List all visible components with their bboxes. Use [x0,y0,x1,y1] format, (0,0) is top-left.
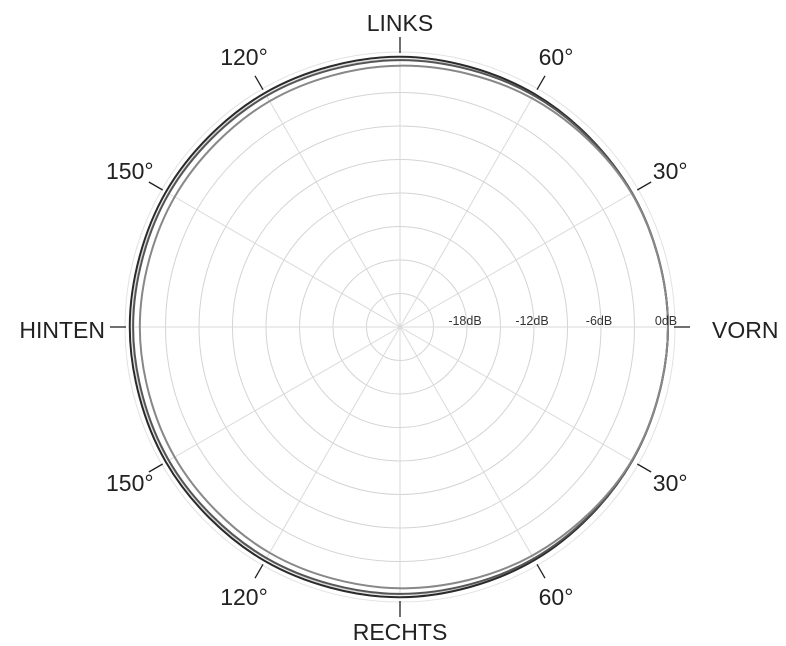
angle-label: 30° [653,158,688,184]
grid-spoke [399,326,535,560]
angle-tick [536,75,546,91]
angle-label: 150° [106,158,154,184]
series-line [132,59,670,595]
angle-tick [148,463,164,473]
grid-spoke [399,192,633,328]
angle-label: 150° [106,470,154,496]
db-label: -6dB [586,314,612,328]
polar-labels: VORN LINKS HINTEN RECHTS 30° 60° 120° 150° 1… [19,10,778,645]
angle-tick [254,75,264,91]
direction-label-right: RECHTS [353,619,448,645]
angle-tick [148,181,164,191]
angle-label: 30° [653,470,688,496]
grid-spoke [167,192,401,328]
series-line [128,55,670,599]
angle-tick [254,563,264,579]
angle-label: 120° [220,584,268,610]
db-label: -18dB [448,314,481,328]
angle-label: 120° [220,44,268,70]
series-line [138,64,670,590]
grid-spoke [265,326,401,560]
db-label: -12dB [515,314,548,328]
db-label: 0dB [655,314,677,328]
direction-label-front: VORN [712,317,778,343]
angle-tick [636,463,652,473]
angle-tick [636,181,652,191]
angle-tick [536,563,546,579]
direction-label-left: LINKS [367,10,433,36]
angle-label: 60° [539,584,574,610]
grid-spoke [167,326,401,462]
polar-ticks [110,37,690,617]
direction-label-back: HINTEN [19,317,105,343]
polar-series [128,55,670,599]
angle-label: 60° [539,44,574,70]
grid-spoke [399,94,535,328]
grid-spoke [265,94,401,328]
grid-spoke [399,326,633,462]
